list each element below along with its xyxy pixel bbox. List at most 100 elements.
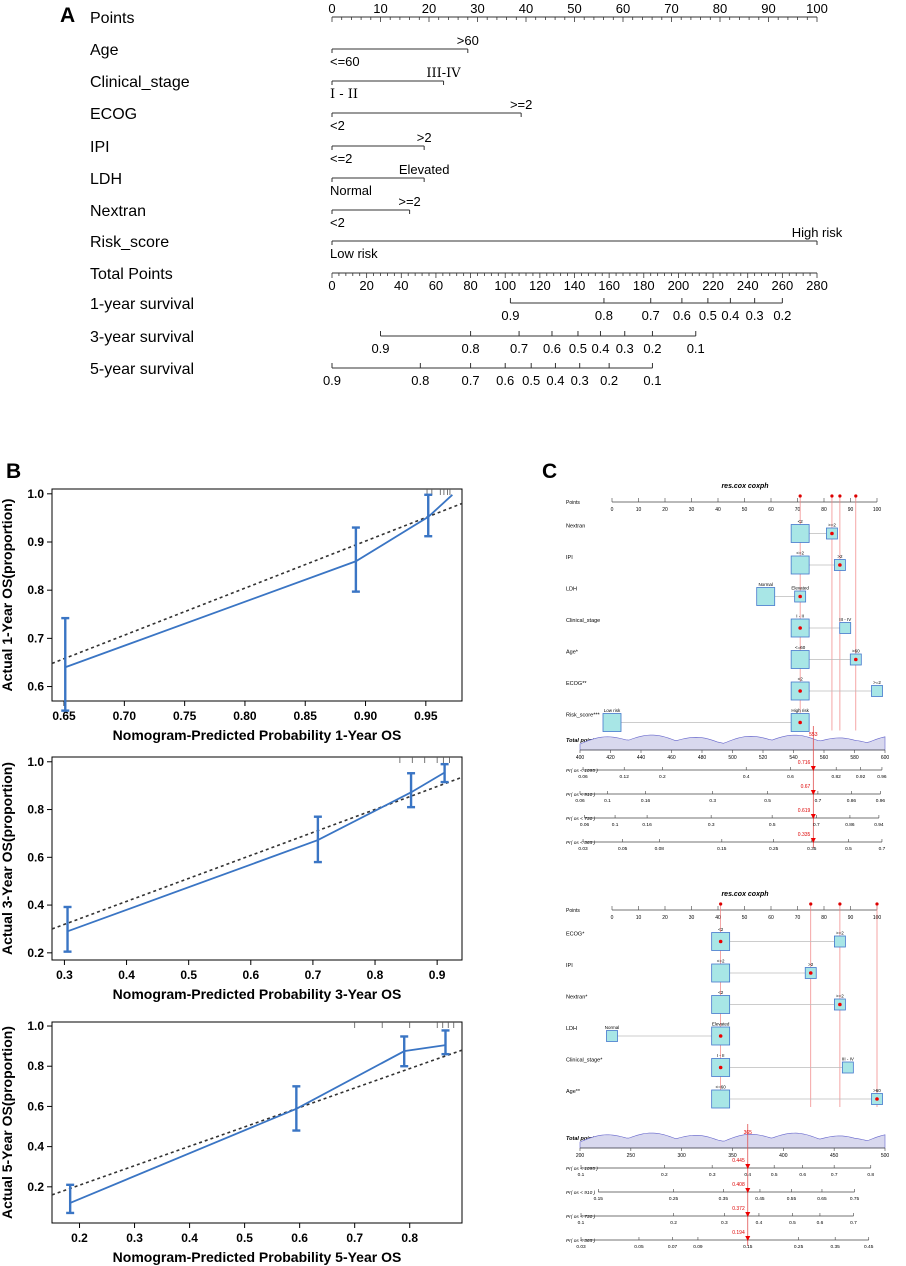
x-tick-label: 0.8	[401, 1231, 418, 1245]
total-tick-label: 540	[789, 755, 798, 761]
probability-tick-label: 0.1	[604, 798, 611, 804]
probability-marker	[810, 814, 816, 819]
x-axis-label: Nomogram-Predicted Probability 1-Year OS	[113, 727, 402, 743]
selected-points-dot	[854, 494, 858, 498]
level-label: >60	[873, 1088, 881, 1093]
probability-tick-label: 0.8	[867, 1172, 874, 1178]
prob-tick-label: 0.7	[510, 341, 528, 356]
y-tick-label: 0.4	[27, 898, 44, 912]
row-label-ldh: LDH	[90, 171, 122, 188]
tick-label: 120	[529, 278, 551, 293]
total-tick-label: 200	[576, 1153, 585, 1159]
probability-tick-label: 0.16	[641, 798, 651, 804]
probability-tick-label: 0.3	[709, 798, 716, 804]
probability-row-label: Pr( os < 1095 )	[566, 1166, 598, 1172]
predictor-label: Age**	[566, 1089, 581, 1095]
ideal-reference-line	[51, 502, 463, 665]
x-tick-label: 0.9	[429, 968, 446, 982]
total-tick-label: 560	[820, 755, 829, 761]
row-label-nextran: Nextran	[90, 203, 146, 220]
tick-label: 40	[519, 1, 533, 16]
prob-tick-label: 0.8	[411, 373, 429, 388]
probability-tick-label: 0.35	[719, 1196, 729, 1202]
row-label-risk-score: Risk_score	[90, 234, 169, 251]
probability-tick-label: 0.86	[847, 798, 857, 804]
selected-level-dot	[798, 689, 802, 693]
level-label: III - IV	[842, 1057, 854, 1062]
probability-tick-label: 0.06	[575, 798, 585, 804]
level-label: <2	[330, 215, 345, 230]
y-tick-label: 1.0	[27, 1019, 44, 1033]
tick-label: 10	[373, 1, 387, 16]
prob-tick-label: 0.3	[746, 308, 764, 323]
y-axis-label: Actual 3-Year OS(proportion)	[0, 762, 15, 955]
total-tick-label: 500	[728, 755, 737, 761]
total-tick-label: 400	[779, 1153, 788, 1159]
probability-tick-label: 0.1	[578, 1172, 585, 1178]
prob-tick-label: 0.4	[546, 373, 564, 388]
probability-tick-label: 0.3	[708, 822, 715, 828]
points-tick-label: 20	[662, 507, 668, 513]
plot-frame	[51, 488, 463, 702]
level-label: <2	[718, 927, 724, 932]
points-tick-label: 0	[611, 507, 614, 513]
tick-label: 100	[806, 1, 828, 16]
total-value-label: 365	[744, 1130, 753, 1136]
tick-label: 60	[616, 1, 630, 16]
probability-tick-label: 0.6	[817, 1220, 824, 1226]
y-tick-label: 0.4	[27, 1140, 44, 1154]
calibration-line	[64, 494, 453, 669]
points-tick-label: 10	[636, 915, 642, 921]
total-tick-label: 450	[830, 1153, 839, 1159]
level-label: >60	[457, 33, 479, 48]
total-points-density	[579, 734, 886, 751]
regplot-title: res.cox coxph	[721, 483, 768, 490]
points-tick-label: 40	[715, 915, 721, 921]
probability-tick-label: 0.96	[877, 774, 887, 780]
row-label-age: Age	[90, 42, 119, 59]
level-label: Elevated	[791, 586, 809, 591]
level-label: >=2	[836, 931, 844, 936]
plot-frame	[51, 756, 463, 961]
probability-tick-label: 0.82	[832, 774, 842, 780]
tick-label: 70	[664, 1, 678, 16]
x-tick-label: 0.75	[173, 709, 197, 723]
probability-tick-label: 0.1	[612, 822, 619, 828]
probability-marker	[745, 1164, 751, 1169]
row-label-clinical-stage: Clinical_stage	[90, 74, 190, 91]
level-box	[790, 555, 810, 575]
x-tick-label: 0.2	[71, 1231, 88, 1245]
predictor-label: IPI	[566, 963, 573, 969]
calibration-line	[67, 771, 446, 933]
probability-tick-label: 0.3	[709, 1172, 716, 1178]
points-label: Points	[566, 908, 580, 914]
selected-points-dot	[875, 902, 879, 906]
level-label: <=2	[717, 959, 725, 964]
probability-marker	[810, 790, 816, 795]
probability-tick-label: 0.08	[655, 846, 665, 852]
regplot-nomogram-1: res.cox coxph Points 0 10 20 30 40 50 60 70 80 90 10…	[566, 483, 889, 852]
level-box	[790, 650, 810, 669]
level-box	[871, 685, 883, 697]
prob-tick-label: 0.7	[462, 373, 480, 388]
x-tick-label: 0.3	[56, 968, 73, 982]
level-label: >2	[808, 962, 814, 967]
level-label: <2	[330, 118, 345, 133]
calibration-plot-3-year: 0.3 0.4 0.5 0.6 0.7 0.8 0.9 0.2 0.4 0.6 0.8 1.0 Nomo…	[0, 755, 463, 1002]
calibration-plot-1-year: 0.65 0.70 0.75 0.80 0.85 0.90 0.95 0.6 0.7 0.8 0.9…	[0, 487, 463, 743]
level-label: <2	[798, 677, 804, 682]
probability-tick-label: 0.15	[717, 846, 727, 852]
probability-marker	[745, 1236, 751, 1241]
calibration-line	[69, 1044, 446, 1204]
probability-tick-label: 0.35	[807, 846, 817, 852]
x-tick-label: 0.4	[118, 968, 135, 982]
prob-tick-label: 0.5	[522, 373, 540, 388]
selected-points-dot	[719, 902, 723, 906]
level-label: <=2	[330, 151, 352, 166]
probability-tick-label: 0.7	[815, 798, 822, 804]
row-label-5-year-survival: 5-year survival	[90, 361, 194, 378]
probability-row-label: Pr( os < 730 )	[566, 1214, 596, 1220]
selected-level-dot	[854, 657, 858, 662]
